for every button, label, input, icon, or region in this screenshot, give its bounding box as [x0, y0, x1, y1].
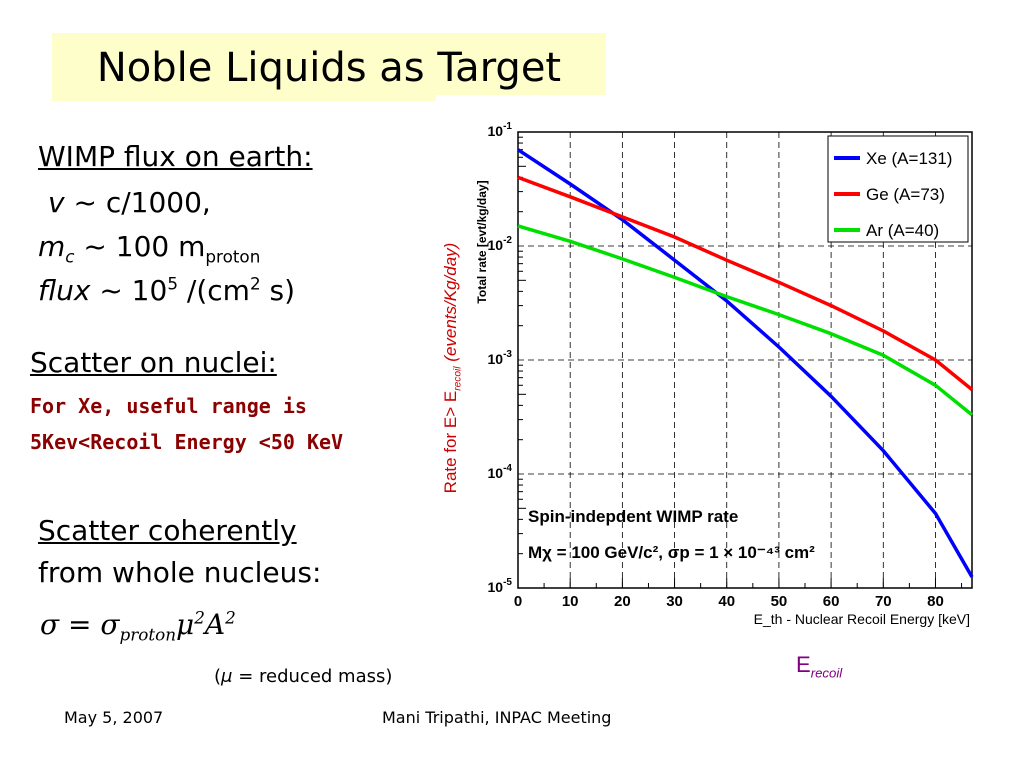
mu-note-text: = reduced mass) [232, 666, 393, 687]
x-tick-label: 30 [666, 593, 683, 610]
mass-line: mc ~ 100 mproton [38, 230, 261, 267]
formula-mu: μ [176, 608, 195, 641]
footer-presenter: Mani Tripathi, INPAC Meeting [382, 708, 612, 727]
series-line-ge [517, 175, 974, 391]
legend-label: Ar (A=40) [866, 221, 939, 240]
footer-date: May 5, 2007 [64, 708, 164, 727]
series-line-ar [517, 224, 974, 417]
annotation-title: Spin-indepdent WIMP rate [528, 507, 738, 526]
title-notch [436, 95, 606, 103]
formula-proton-sub: proton [119, 624, 177, 645]
velocity-line: v ~ c/1000, [48, 186, 211, 220]
y-tick-label: 10-5 [488, 577, 513, 595]
flux-symbol: flux [38, 274, 91, 307]
mu-note-symbol: μ [221, 666, 233, 687]
mu-note-open: ( [214, 666, 222, 687]
x-tick-label: 70 [875, 593, 892, 610]
velocity-symbol: v [48, 186, 65, 219]
mass-subscript: c [65, 246, 75, 267]
legend-label: Xe (A=131) [866, 149, 952, 168]
rate-label-sub: recoil [452, 366, 464, 391]
coherent-heading: Scatter coherently [38, 514, 297, 547]
legend-box [827, 135, 969, 243]
formula-a-exp: 2 [225, 607, 236, 628]
formula-mu-exp: 2 [194, 607, 205, 628]
scatter-heading: Scatter on nuclei: [30, 346, 277, 379]
x-tick-label: 80 [927, 593, 944, 610]
mass-value: ~ 100 m [83, 230, 206, 263]
formula-a: A [204, 608, 226, 641]
mass-symbol: m [38, 230, 66, 263]
rate-label-prefix: Rate for E> E [441, 390, 460, 494]
x-tick-label: 40 [718, 593, 735, 610]
x-tick-label: 10 [562, 593, 579, 610]
y-tick-label: 10-4 [488, 463, 513, 481]
flux-unit-exponent: 2 [249, 273, 261, 294]
x-tick-label: 60 [823, 593, 840, 610]
velocity-value: ~ c/1000, [73, 186, 211, 219]
slide-title: Noble Liquids as Target [96, 45, 562, 91]
series-line-xe [517, 148, 974, 578]
erecoil-main: E [796, 652, 811, 677]
cross-section-formula: σ = σprotonμ2A2 [40, 607, 236, 643]
coherent-subheading: from whole nucleus: [38, 556, 322, 589]
annotation-parameters: Mχ = 100 GeV/c², σp = 1 × 10⁻⁴³ cm² [528, 543, 815, 562]
erecoil-sub: recoil [810, 665, 843, 681]
formula-lhs: σ = σ [40, 608, 120, 641]
xe-range-line-1: For Xe, useful range is [30, 394, 307, 418]
legend-label: Ge (A=73) [866, 185, 945, 204]
x-tick-label: 50 [771, 593, 788, 610]
y-tick-label: 10-3 [488, 349, 513, 367]
rate-axis-label: Rate for E> Erecoil (events/Kg/day) [441, 242, 464, 494]
y-tick-label: 10-1 [488, 121, 513, 139]
flux-exponent: 5 [167, 273, 178, 294]
title-background [52, 33, 606, 101]
rate-chart: 0 10 20 30 40 50 60 70 80 10-5 10-4 10-3 10-2 10-1 Tot… [475, 121, 974, 627]
erecoil-label: Erecoil [796, 652, 843, 681]
mass-proton-subscript: proton [205, 246, 261, 267]
flux-value: ~ 10 [99, 274, 168, 307]
x-tick-label: 20 [614, 593, 631, 610]
flux-line: flux ~ 105 /(cm2 s) [38, 274, 295, 308]
x-tick-label: 0 [514, 593, 522, 610]
xe-range-line-2: 5Kev<Recoil Energy <50 KeV [30, 430, 344, 454]
wimp-flux-heading: WIMP flux on earth: [38, 140, 313, 173]
rate-label-units: (events/Kg/day) [441, 242, 460, 367]
y-axis-label: Total rate [evt/kg/day] [475, 180, 489, 303]
y-tick-label: 10-2 [488, 235, 513, 253]
reduced-mass-note: (μ = reduced mass) [214, 666, 392, 687]
x-axis-label: E_th - Nuclear Recoil Energy [keV] [754, 611, 970, 627]
flux-unit-end: s) [269, 274, 296, 307]
flux-unit: /(cm [186, 274, 250, 307]
